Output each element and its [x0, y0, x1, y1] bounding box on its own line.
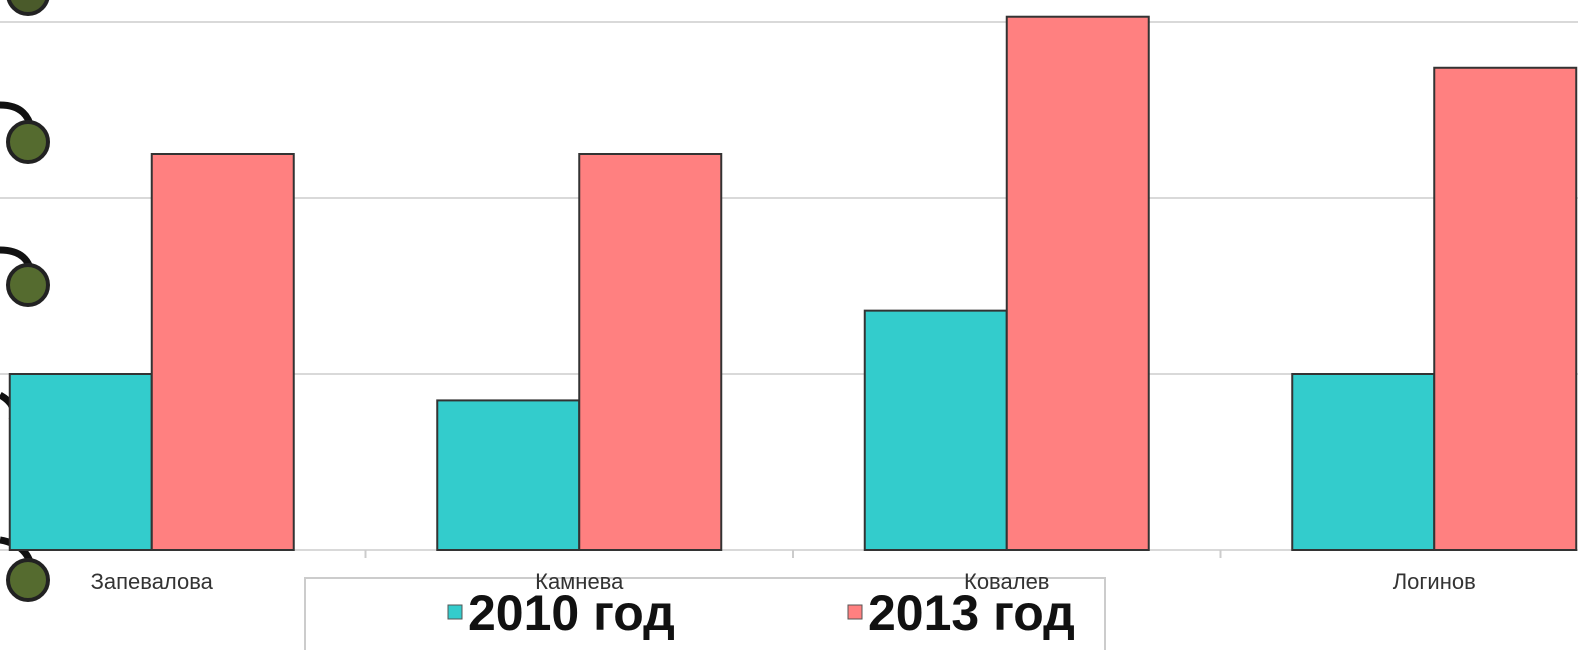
- legend-label: 2010 год: [468, 585, 675, 641]
- bar: [578, 153, 723, 551]
- legend-label: 2013 год: [868, 585, 1075, 641]
- bar: [1291, 373, 1436, 551]
- legend-box: [304, 577, 1106, 650]
- bar: [1433, 66, 1578, 551]
- binding-rings: [0, 0, 50, 602]
- x-tick-label: Камнева: [535, 569, 624, 594]
- bar: [150, 153, 295, 551]
- legend-swatch: [447, 604, 463, 620]
- bar: [436, 399, 581, 551]
- legend-swatch: [847, 604, 863, 620]
- bar: [863, 309, 1008, 552]
- x-tick-label: Запевалова: [91, 569, 214, 594]
- bar: [1005, 15, 1150, 552]
- x-tick-label: Логинов: [1393, 569, 1476, 594]
- bar: [8, 373, 153, 551]
- x-tick-label: Ковалев: [964, 569, 1050, 594]
